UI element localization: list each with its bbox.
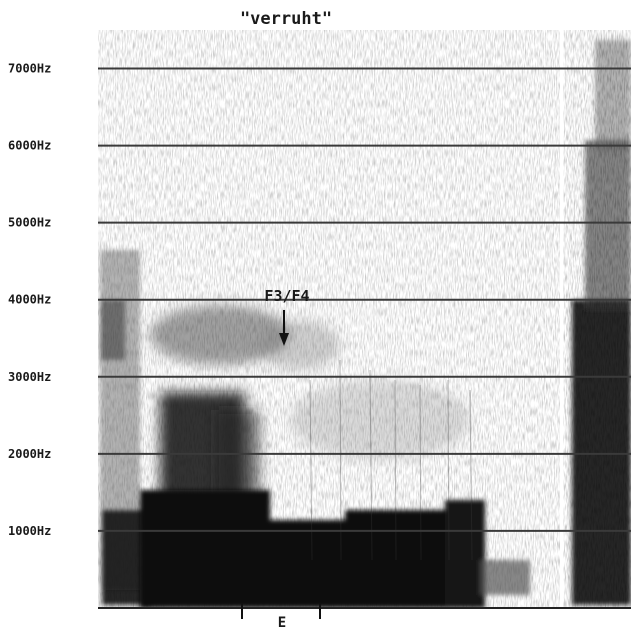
upper-formant-haze	[150, 305, 470, 460]
f3-f4-label: F3/F4	[264, 287, 309, 305]
final-burst-noise	[570, 36, 631, 606]
annotation-arrow-head	[279, 332, 289, 346]
frequency-tick-labels: 1000Hz 2000Hz 3000Hz 4000Hz 5000Hz 6000Hz 7000…	[8, 62, 51, 538]
formant-cluster	[160, 392, 260, 502]
spectrogram-energy	[98, 36, 631, 608]
y-tick-label-4000: 4000Hz	[8, 293, 51, 307]
frequency-grid	[98, 67, 631, 532]
y-tick-label-5000: 5000Hz	[8, 216, 51, 230]
y-tick-label-7000: 7000Hz	[8, 62, 51, 76]
y-tick-label-2000: 2000Hz	[8, 447, 51, 461]
y-tick-label-6000: 6000Hz	[8, 139, 51, 153]
f3-f4-annotation: F3/F4	[264, 287, 310, 346]
chart-title: "verruht"	[240, 9, 332, 29]
y-tick-label-1000: 1000Hz	[8, 524, 51, 538]
segment-label: E	[278, 615, 286, 631]
y-tick-label-3000: 3000Hz	[8, 370, 51, 384]
segment-marker: E	[241, 604, 321, 631]
low-frequency-energy	[140, 490, 530, 608]
